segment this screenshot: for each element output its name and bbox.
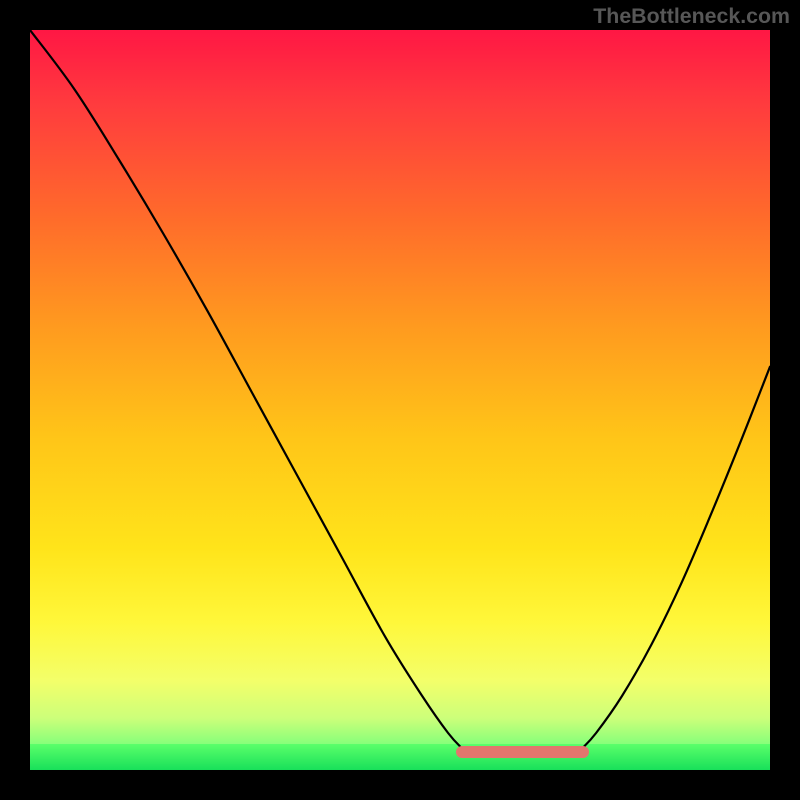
- curve-left-branch: [30, 30, 463, 749]
- bottleneck-curve: [30, 30, 770, 770]
- watermark-text: TheBottleneck.com: [593, 4, 790, 29]
- canvas: TheBottleneck.com: [0, 0, 800, 800]
- optimal-range-marker: [456, 746, 589, 758]
- curve-right-branch: [581, 367, 770, 750]
- plot-area: [30, 30, 770, 770]
